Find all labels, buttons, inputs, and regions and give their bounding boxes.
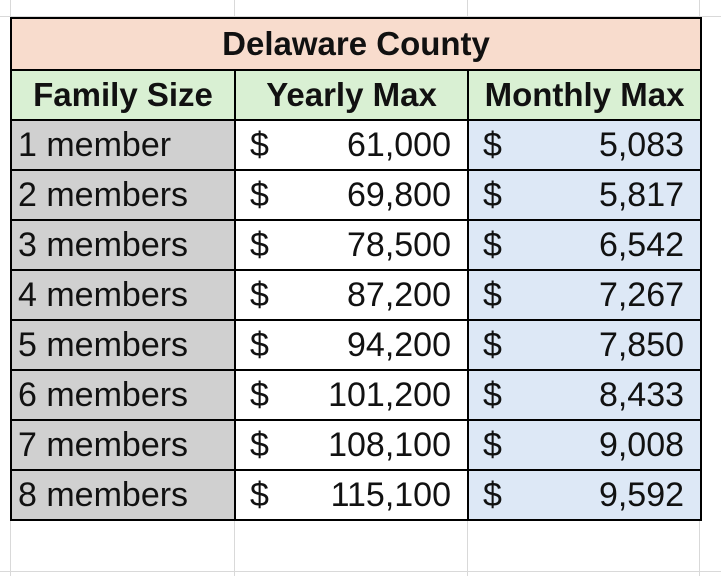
- monthly-max-cell[interactable]: $7,267: [466, 269, 703, 321]
- table-row: 6 members $101,200 $8,433: [10, 369, 703, 421]
- yearly-max-value: 94,200: [347, 325, 451, 364]
- family-size-value: 3 members: [18, 225, 189, 264]
- family-size-value: 5 members: [18, 325, 189, 364]
- monthly-max-cell[interactable]: $8,433: [466, 369, 703, 421]
- monthly-max-value: 8,433: [598, 375, 685, 414]
- monthly-max-value: 9,592: [598, 475, 685, 514]
- monthly-max-cell[interactable]: $5,817: [466, 169, 703, 221]
- yearly-max-value: 101,200: [328, 375, 451, 414]
- currency-symbol: $: [483, 425, 502, 464]
- monthly-max-cell[interactable]: $6,542: [466, 219, 703, 271]
- yearly-max-cell[interactable]: $101,200: [234, 369, 469, 421]
- currency-symbol: $: [250, 375, 269, 414]
- yearly-max-cell[interactable]: $78,500: [234, 219, 469, 271]
- currency-symbol: $: [483, 225, 502, 264]
- family-size-value: 1 member: [18, 125, 172, 164]
- table-row: 4 members $87,200 $7,267: [10, 269, 703, 321]
- table-row: 8 members $115,100 $9,592: [10, 469, 703, 521]
- currency-symbol: $: [483, 175, 502, 214]
- table-row: 3 members $78,500 $6,542: [10, 219, 703, 271]
- currency-symbol: $: [250, 225, 269, 264]
- family-size-cell[interactable]: 5 members: [10, 319, 236, 371]
- family-size-cell[interactable]: 1 member: [10, 119, 236, 171]
- title-row: Delaware County: [9, 17, 703, 71]
- family-size-cell[interactable]: 7 members: [10, 419, 236, 471]
- currency-symbol: $: [483, 375, 502, 414]
- family-size-value: 6 members: [18, 375, 189, 414]
- monthly-max-value: 6,542: [598, 225, 685, 264]
- yearly-max-cell[interactable]: $108,100: [234, 419, 469, 471]
- monthly-max-value: 5,817: [598, 175, 685, 214]
- yearly-max-value: 108,100: [328, 425, 451, 464]
- currency-symbol: $: [483, 275, 502, 314]
- family-size-value: 4 members: [18, 275, 189, 314]
- table-row: 7 members $108,100 $9,008: [10, 419, 703, 471]
- yearly-max-cell[interactable]: $94,200: [234, 319, 469, 371]
- yearly-max-cell[interactable]: $61,000: [234, 119, 469, 171]
- monthly-max-cell[interactable]: $9,592: [466, 469, 703, 521]
- currency-symbol: $: [250, 425, 269, 464]
- yearly-max-cell[interactable]: $69,800: [234, 169, 469, 221]
- table-row: 2 members $69,800 $5,817: [10, 169, 703, 221]
- header-yearly-max[interactable]: Yearly Max: [234, 69, 469, 121]
- family-size-value: 8 members: [18, 475, 189, 514]
- table-row: 5 members $94,200 $7,850: [10, 319, 703, 371]
- family-size-value: 7 members: [18, 425, 189, 464]
- monthly-max-value: 9,008: [598, 425, 685, 464]
- currency-symbol: $: [250, 125, 269, 164]
- currency-symbol: $: [483, 325, 502, 364]
- table-row: 1 member $61,000 $5,083: [10, 119, 703, 171]
- table-title[interactable]: Delaware County: [9, 17, 703, 71]
- monthly-max-cell[interactable]: $9,008: [466, 419, 703, 471]
- gridline: [0, 16, 721, 17]
- monthly-max-cell[interactable]: $7,850: [466, 319, 703, 371]
- yearly-max-value: 115,100: [330, 475, 451, 514]
- currency-symbol: $: [250, 475, 269, 514]
- header-row: Family Size Yearly Max Monthly Max: [10, 69, 703, 121]
- family-size-cell[interactable]: 4 members: [10, 269, 236, 321]
- header-monthly-max[interactable]: Monthly Max: [466, 69, 703, 121]
- currency-symbol: $: [483, 475, 502, 514]
- yearly-max-value: 87,200: [347, 275, 451, 314]
- monthly-max-value: 5,083: [598, 125, 685, 164]
- monthly-max-value: 7,850: [598, 325, 685, 364]
- yearly-max-cell[interactable]: $115,100: [234, 469, 469, 521]
- header-family-size[interactable]: Family Size: [10, 69, 236, 121]
- income-limits-table: Delaware County Family Size Yearly Max M…: [9, 17, 703, 521]
- monthly-max-cell[interactable]: $5,083: [466, 119, 703, 171]
- family-size-cell[interactable]: 3 members: [10, 219, 236, 271]
- currency-symbol: $: [483, 125, 502, 164]
- monthly-max-value: 7,267: [598, 275, 685, 314]
- yearly-max-value: 69,800: [347, 175, 451, 214]
- yearly-max-cell[interactable]: $87,200: [234, 269, 469, 321]
- gridline: [0, 571, 721, 572]
- family-size-cell[interactable]: 8 members: [10, 469, 236, 521]
- currency-symbol: $: [250, 175, 269, 214]
- currency-symbol: $: [250, 325, 269, 364]
- family-size-cell[interactable]: 2 members: [10, 169, 236, 221]
- yearly-max-value: 61,000: [347, 125, 451, 164]
- yearly-max-value: 78,500: [347, 225, 451, 264]
- family-size-cell[interactable]: 6 members: [10, 369, 236, 421]
- family-size-value: 2 members: [18, 175, 189, 214]
- currency-symbol: $: [250, 275, 269, 314]
